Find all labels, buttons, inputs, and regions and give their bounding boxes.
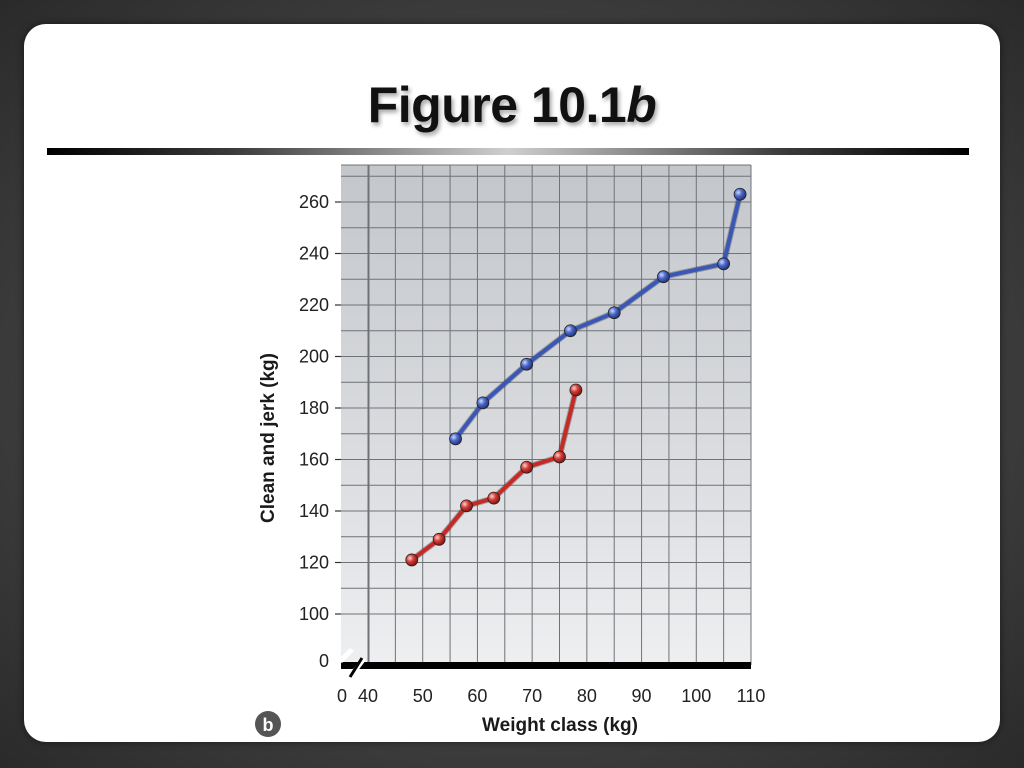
data-point	[733, 187, 747, 201]
y-tick-label: 140	[299, 501, 329, 521]
data-point	[607, 306, 621, 320]
data-point	[449, 432, 462, 446]
y-axis-label: Clean and jerk (kg)	[258, 353, 279, 523]
data-point	[569, 383, 583, 397]
title-italic: b	[626, 77, 657, 133]
x-tick-label: 40	[358, 686, 378, 706]
x-axis-label: Weight class (kg)	[482, 715, 638, 736]
slide-title: Figure 10.1b	[24, 76, 1000, 134]
data-point	[460, 499, 473, 513]
x-tick-label: 90	[632, 686, 652, 706]
x-tick-label: 80	[577, 686, 597, 706]
y-tick-label: 240	[299, 244, 329, 264]
x-zero-label: 0	[337, 686, 347, 706]
x-axis-line	[341, 662, 751, 669]
series-line	[453, 193, 743, 441]
grid	[341, 164, 752, 665]
y-tick-label: 200	[299, 347, 329, 367]
x-tick-label: 70	[522, 686, 542, 706]
y-tick-label: 160	[299, 450, 329, 470]
y-tick-label: 220	[299, 295, 329, 315]
data-point	[487, 491, 501, 505]
series-layer	[405, 187, 747, 567]
tick-labels: 100 120 140 160 180 200 220 240 260 0 40 50 60 70 80 90…	[299, 192, 765, 706]
y-tick-label: 100	[299, 604, 329, 624]
data-point	[553, 450, 566, 464]
y-axis-break-mark	[338, 648, 354, 663]
axes	[335, 201, 751, 678]
x-tick-label: 110	[737, 686, 766, 706]
data-point	[476, 396, 490, 410]
data-point	[520, 357, 534, 371]
badge-circle	[255, 711, 281, 737]
title-main: Figure 10.1	[367, 77, 627, 133]
data-point	[564, 324, 577, 338]
data-point	[717, 257, 731, 271]
data-point	[432, 532, 446, 546]
badge-letter: b	[263, 715, 274, 735]
data-point	[657, 270, 670, 284]
y-tick-label: 260	[299, 192, 329, 212]
x-tick-label: 50	[413, 686, 433, 706]
data-point	[405, 553, 419, 567]
y-tick-label: 120	[299, 553, 329, 573]
x-tick-label: 60	[467, 686, 487, 706]
axis-break-stroke	[348, 657, 364, 678]
panel-badge: b	[255, 711, 281, 737]
data-point	[520, 460, 534, 474]
y-zero-label: 0	[319, 651, 329, 671]
plot-area	[341, 165, 751, 665]
y-tick-label: 180	[299, 398, 329, 418]
title-divider	[47, 148, 969, 155]
x-tick-label: 100	[681, 686, 711, 706]
